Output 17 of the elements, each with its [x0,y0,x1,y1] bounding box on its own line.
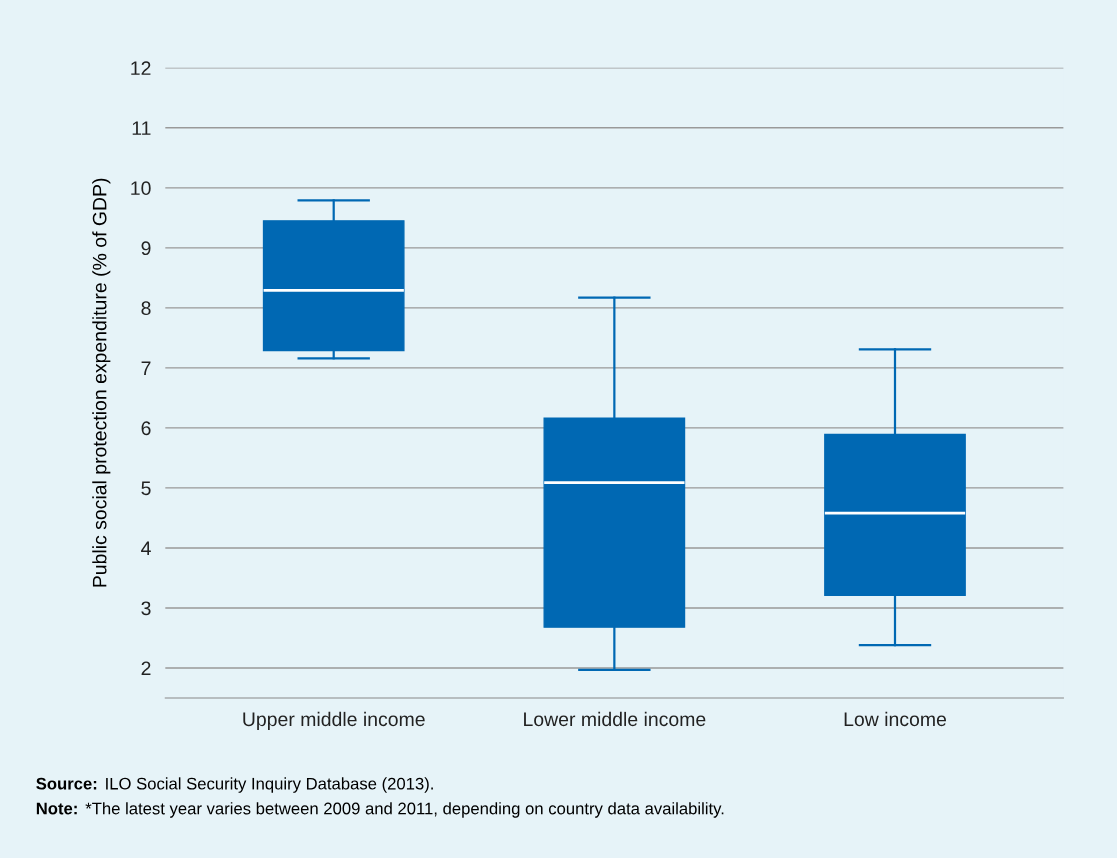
y-tick-label: 12 [131,61,151,75]
y-tick-label: 10 [131,181,151,196]
y-tick-label: 4 [141,541,151,555]
y-tick-label: 11 [132,121,151,135]
y-tick-label: 2 [141,661,151,676]
source-note: Source: ILO Social Security Inquiry Database (2013). [36,777,433,793]
y-axis-title: Public social protection expenditure (% of GDP) [92,178,111,587]
x-tick-label: Low income [844,711,947,727]
y-tick-label: 5 [141,481,151,496]
y-tick-label: 9 [141,241,151,256]
y-tick-label: 6 [141,421,151,436]
y-tick-label: 7 [141,361,151,375]
y-tick-label: 3 [141,601,151,616]
x-tick-label: Upper middle income [243,711,425,730]
x-tick-label: Lower middle income [524,711,706,727]
y-tick-label: 8 [141,301,151,316]
text: Note: *The latest year varies between 2009 and 2011, depending on country data availability. [36,802,724,818]
